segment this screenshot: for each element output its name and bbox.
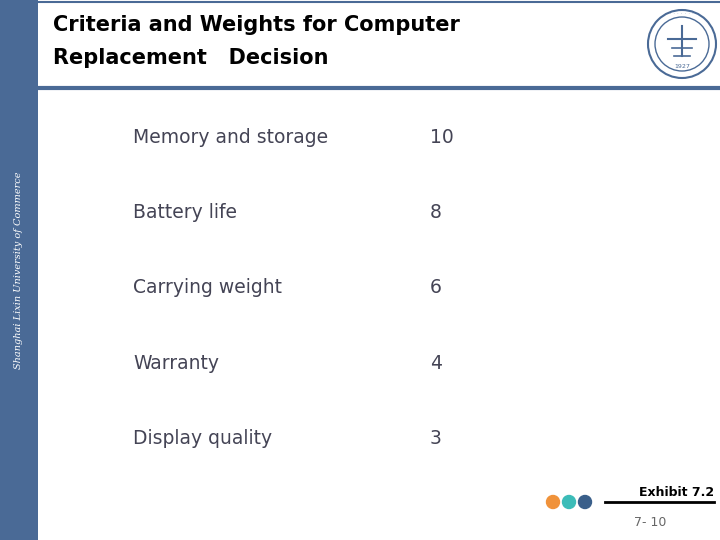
Text: Shanghai Lixin University of Commerce: Shanghai Lixin University of Commerce xyxy=(14,171,24,369)
Text: Display quality: Display quality xyxy=(133,429,272,448)
Text: 3: 3 xyxy=(430,429,442,448)
Text: 1927: 1927 xyxy=(674,64,690,69)
Text: Memory and storage: Memory and storage xyxy=(133,127,328,146)
Text: 6: 6 xyxy=(430,278,442,298)
Text: 8: 8 xyxy=(430,203,442,222)
FancyBboxPatch shape xyxy=(0,0,38,540)
Text: Carrying weight: Carrying weight xyxy=(133,278,282,298)
Text: Battery life: Battery life xyxy=(133,203,237,222)
Text: Warranty: Warranty xyxy=(133,354,219,373)
Text: 4: 4 xyxy=(430,354,442,373)
Text: Criteria and Weights for Computer: Criteria and Weights for Computer xyxy=(53,15,460,35)
Text: Exhibit 7.2: Exhibit 7.2 xyxy=(639,486,714,499)
Circle shape xyxy=(546,496,559,509)
FancyBboxPatch shape xyxy=(38,0,720,88)
Text: Replacement   Decision: Replacement Decision xyxy=(53,48,328,68)
Text: 10: 10 xyxy=(430,127,454,146)
Text: ·  ·  ·  ·  ·  ·  ·  ·  ·: · · · · · · · · · xyxy=(667,12,698,16)
Text: 7- 10: 7- 10 xyxy=(634,516,666,529)
Circle shape xyxy=(578,496,592,509)
Circle shape xyxy=(562,496,575,509)
